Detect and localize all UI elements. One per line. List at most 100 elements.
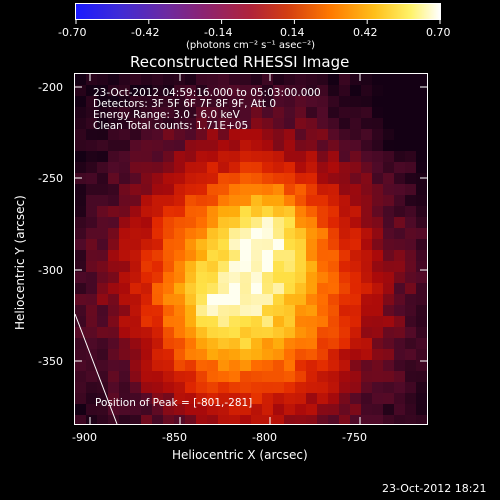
image-pixel (317, 261, 329, 273)
image-pixel (163, 162, 175, 174)
image-pixel (262, 228, 274, 240)
image-pixel (207, 85, 219, 97)
image-pixel (372, 151, 384, 163)
image-pixel (185, 338, 197, 350)
image-pixel (372, 393, 384, 405)
image-pixel (306, 228, 318, 240)
image-pixel (97, 85, 109, 97)
image-pixel (383, 107, 395, 119)
image-pixel (339, 74, 351, 86)
image-pixel (262, 305, 274, 317)
image-pixel (405, 184, 417, 196)
image-pixel (174, 195, 186, 207)
image-pixel (361, 74, 373, 86)
image-pixel (108, 371, 120, 383)
image-pixel (196, 283, 208, 295)
image-pixel (141, 283, 153, 295)
image-pixel (405, 382, 417, 394)
image-pixel (306, 316, 318, 328)
image-pixel (251, 250, 263, 262)
image-pixel (405, 305, 417, 317)
image-pixel (130, 140, 142, 152)
image-pixel (163, 85, 175, 97)
image-pixel (229, 404, 241, 416)
image-pixel (251, 195, 263, 207)
image-pixel (196, 316, 208, 328)
image-pixel (339, 151, 351, 163)
image-pixel (339, 305, 351, 317)
image-pixel (152, 217, 164, 229)
info-time-range: 23-Oct-2012 04:59:16.000 to 05:03:00.000 (93, 87, 321, 99)
image-pixel (328, 261, 340, 273)
x-tick-label-1: -900 (72, 431, 97, 444)
image-pixel (141, 250, 153, 262)
image-pixel (306, 140, 318, 152)
image-pixel (416, 393, 427, 405)
image-pixel (240, 85, 252, 97)
image-pixel (185, 349, 197, 361)
image-pixel (108, 294, 120, 306)
image-pixel (185, 371, 197, 383)
image-pixel (218, 404, 230, 416)
image-pixel (284, 162, 296, 174)
image-pixel (174, 173, 186, 185)
image-pixel (196, 85, 208, 97)
image-pixel (196, 360, 208, 372)
image-pixel (262, 404, 274, 416)
image-pixel (372, 96, 384, 108)
image-pixel (306, 371, 318, 383)
image-pixel (185, 173, 197, 185)
image-pixel (295, 294, 307, 306)
image-pixel (273, 74, 285, 86)
image-pixel (339, 272, 351, 284)
image-pixel (130, 184, 142, 196)
image-pixel (262, 217, 274, 229)
image-pixel (383, 217, 395, 229)
image-pixel (405, 173, 417, 185)
image-pixel (152, 250, 164, 262)
image-pixel (306, 118, 318, 130)
image-pixel (196, 195, 208, 207)
image-pixel (317, 327, 329, 339)
image-pixel (130, 415, 142, 424)
image-pixel (350, 360, 362, 372)
image-pixels (75, 74, 427, 424)
image-pixel (372, 305, 384, 317)
image-pixel (97, 338, 109, 350)
image-pixel (240, 184, 252, 196)
image-pixel (163, 404, 175, 416)
image-pixel (295, 360, 307, 372)
image-pixel (97, 96, 109, 108)
image-pixel (218, 96, 230, 108)
image-pixel (119, 217, 131, 229)
image-pixel (339, 327, 351, 339)
image-pixel (240, 118, 252, 130)
image-pixel (361, 151, 373, 163)
image-pixel (130, 404, 142, 416)
image-pixel (383, 393, 395, 405)
image-pixel (339, 85, 351, 97)
image-pixel (361, 228, 373, 240)
image-pixel (262, 294, 274, 306)
image-pixel (185, 118, 197, 130)
image-pixel (339, 228, 351, 240)
image-pixel (394, 360, 406, 372)
image-pixel (328, 360, 340, 372)
image-pixel (163, 96, 175, 108)
image-pixel (383, 382, 395, 394)
image-pixel (240, 173, 252, 185)
image-pixel (317, 338, 329, 350)
image-pixel (240, 217, 252, 229)
image-pixel (163, 239, 175, 251)
image-pixel (207, 206, 219, 218)
image-pixel (350, 338, 362, 350)
image-pixel (416, 228, 427, 240)
peak-position: Position of Peak = [-801,-281] (95, 397, 253, 409)
image-pixel (372, 162, 384, 174)
image-pixel (218, 151, 230, 163)
image-pixel (306, 74, 318, 86)
image-pixel (75, 393, 87, 405)
image-pixel (361, 305, 373, 317)
image-pixel (405, 129, 417, 141)
image-pixel (416, 129, 427, 141)
